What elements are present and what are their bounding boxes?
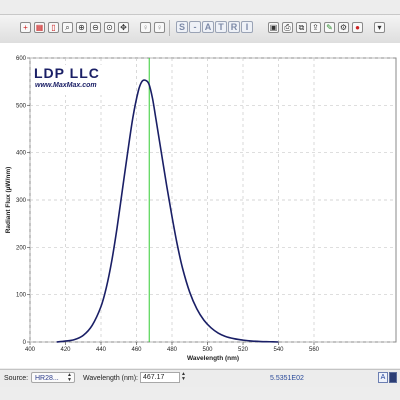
light-probe-icon: ♀: [142, 22, 149, 32]
spectrum-line: [56, 79, 279, 343]
spectrum-chart[interactable]: 400 420 440 460 480 500 520 540 560 0 100 200 300 400…: [0, 43, 400, 368]
wavelength-label: Wavelength (nm):: [83, 375, 138, 382]
end-button[interactable]: [389, 372, 397, 383]
stop-icon: ●: [355, 22, 360, 32]
export-icon: ⇪: [312, 22, 319, 32]
cursor-tool-button[interactable]: +: [20, 22, 31, 33]
cursor-tool-icon: +: [23, 22, 28, 32]
print-button[interactable]: ⎙: [282, 22, 293, 33]
light-probe-2-icon: ♀: [156, 22, 163, 32]
toolbar-letter-button-0[interactable]: S: [176, 21, 188, 33]
y-tick-label: 0: [23, 340, 27, 346]
settings-icon: ⚙: [339, 22, 348, 32]
x-tick-label: 440: [96, 347, 107, 353]
toolbar-letter-button-4[interactable]: R: [228, 21, 240, 33]
x-tick-label: 460: [131, 347, 142, 353]
settings-button[interactable]: ⚙: [338, 22, 349, 33]
save-button[interactable]: ▣: [268, 22, 279, 33]
y-tick-label: 600: [16, 56, 27, 62]
y-axis-label: Radiant Flux (µW/nm): [5, 167, 12, 234]
source-select[interactable]: HR28... ▲ ▼: [31, 372, 75, 383]
copy-button[interactable]: ⧉: [296, 22, 307, 33]
x-tick-label: 540: [273, 347, 284, 353]
export-button[interactable]: ⇪: [310, 22, 321, 33]
logo-url: www.MaxMax.com: [35, 82, 97, 89]
y-tick-label: 100: [16, 293, 27, 299]
zoom-box-icon: ⌕: [65, 22, 70, 32]
toolbar-letter-button-3[interactable]: T: [215, 21, 227, 33]
toolbar-separator: [169, 20, 170, 36]
bar-tool-icon: ▯: [51, 22, 56, 32]
chevron-down-icon: ▾: [377, 22, 382, 32]
flux-readout: 5.5351E02: [270, 375, 304, 382]
x-tick-label: 400: [25, 347, 36, 353]
source-label: Source:: [4, 375, 29, 382]
pan-button[interactable]: ✥: [118, 22, 129, 33]
x-tick-label: 420: [60, 347, 71, 353]
light-probe-2-button[interactable]: ♀: [154, 22, 165, 33]
wavelength-stepper[interactable]: ▲ ▼: [181, 371, 186, 382]
copy-icon: ⧉: [298, 22, 305, 32]
wavelength-input[interactable]: [140, 372, 180, 383]
edit-button[interactable]: ✎: [324, 22, 335, 33]
x-tick-label: 520: [238, 347, 249, 353]
x-tick-label: 500: [202, 347, 213, 353]
edit-icon: ✎: [326, 22, 333, 32]
source-value: HR28...: [35, 375, 59, 382]
y-tick-label: 300: [16, 198, 27, 204]
bar-tool-button[interactable]: ▯: [48, 22, 59, 33]
y-tick-label: 500: [16, 103, 27, 109]
chart-area[interactable]: 400 420 440 460 480 500 520 540 560 0 100 200 300 400…: [0, 43, 400, 368]
company-logo: LDP LLC www.MaxMax.com: [34, 65, 114, 95]
zoom-in-button[interactable]: ⊕: [76, 22, 87, 33]
toolbar-letter-button-5[interactable]: I: [241, 21, 253, 33]
x-axis-label: Wavelength (nm): [187, 355, 239, 362]
y-tick-label: 400: [16, 151, 27, 157]
x-tick-label: 480: [167, 347, 178, 353]
zoom-in-icon: ⊕: [78, 22, 85, 32]
zoom-out-icon: ⊖: [92, 22, 99, 32]
toolbar-dropdown-button[interactable]: ▾: [374, 22, 385, 33]
mode-button[interactable]: A: [378, 372, 388, 383]
grid-tool-icon: ▦: [35, 22, 44, 32]
status-bar: Source: HR28... ▲▼ Wavelength (nm): ▲▼ 5…: [0, 369, 400, 387]
toolbar-letter-button-2[interactable]: A: [202, 21, 214, 33]
logo-name: LDP LLC: [34, 65, 100, 81]
y-tick-label: 200: [16, 245, 27, 251]
zoom-box-button[interactable]: ⌕: [62, 22, 73, 33]
grid-tool-button[interactable]: ▦: [34, 22, 45, 33]
stop-button[interactable]: ●: [352, 22, 363, 33]
light-probe-button[interactable]: ♀: [140, 22, 151, 33]
up-down-arrows-icon: ▲ ▼: [67, 372, 72, 383]
zoom-fit-icon: ⊙: [106, 22, 113, 32]
toolbar: + ▦ ▯ ⌕ ⊕ ⊖ ⊙ ✥ ♀ ♀ S - A T R I ▣ ⎙ ⧉ ⇪ ✎ ⚙ ● ▾: [0, 14, 400, 44]
zoom-fit-button[interactable]: ⊙: [104, 22, 115, 33]
x-tick-label: 560: [309, 347, 320, 353]
pan-icon: ✥: [120, 22, 127, 32]
toolbar-letter-button-1[interactable]: -: [189, 21, 201, 33]
print-icon: ⎙: [284, 22, 291, 32]
zoom-out-button[interactable]: ⊖: [90, 22, 101, 33]
save-icon: ▣: [269, 22, 278, 32]
